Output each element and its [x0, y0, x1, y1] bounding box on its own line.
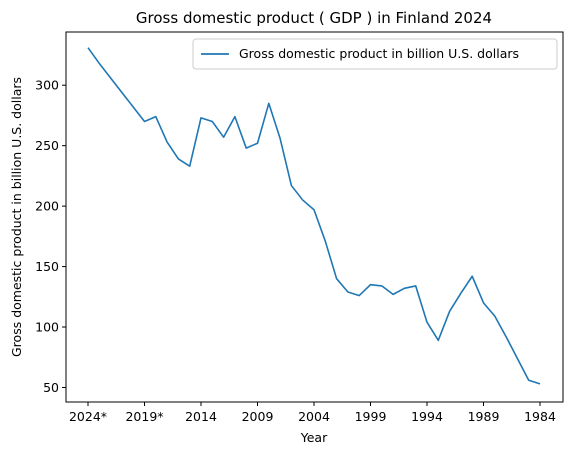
data-point — [381, 285, 383, 287]
x-tick-label: 2019* — [125, 409, 163, 424]
series-line — [88, 48, 540, 384]
data-point — [144, 121, 146, 123]
y-tick-label: 100 — [35, 320, 59, 335]
y-axis-label: Gross domestic product in billion U.S. d… — [9, 77, 24, 357]
data-point — [257, 142, 259, 144]
data-point — [460, 292, 462, 294]
y-tick-label: 300 — [35, 78, 59, 93]
y-tick-label: 200 — [35, 199, 59, 214]
x-tick-label: 2004 — [298, 409, 330, 424]
data-point — [268, 103, 270, 105]
x-tick-label: 1999 — [355, 409, 387, 424]
y-tick-label: 150 — [35, 259, 59, 274]
x-axis-label: Year — [300, 430, 328, 445]
data-point — [370, 284, 372, 286]
data-point — [347, 291, 349, 293]
x-tick-label: 1989 — [468, 409, 500, 424]
data-point — [99, 63, 101, 65]
legend: Gross domestic product in billion U.S. d… — [193, 39, 557, 69]
data-point — [415, 285, 417, 287]
data-point — [234, 116, 236, 118]
data-point — [336, 278, 338, 280]
data-point — [438, 340, 440, 342]
data-point — [212, 121, 214, 123]
x-tick-label: 2024* — [69, 409, 107, 424]
data-point — [223, 136, 225, 138]
data-point — [494, 315, 496, 317]
chart-title: Gross domestic product ( GDP ) in Finlan… — [136, 9, 492, 27]
data-point — [528, 379, 530, 381]
data-point — [539, 383, 541, 385]
y-tick-label: 50 — [43, 380, 59, 395]
data-point — [87, 47, 89, 49]
data-point — [121, 92, 123, 94]
data-point — [200, 117, 202, 119]
legend-label: Gross domestic product in billion U.S. d… — [239, 46, 519, 61]
data-point — [517, 358, 519, 360]
data-point — [358, 295, 360, 297]
data-point — [483, 302, 485, 304]
x-tick-label: 2009 — [242, 409, 274, 424]
data-point — [325, 240, 327, 242]
x-tick-label: 2014 — [185, 409, 217, 424]
data-point — [505, 336, 507, 338]
plot-area — [66, 32, 563, 402]
x-axis: 2024* 2019* 2014 2009 2004 1999 1994 1989 1984 — [69, 402, 556, 424]
data-point — [449, 311, 451, 313]
data-point — [132, 106, 134, 108]
data-point — [178, 158, 180, 160]
x-tick-label: 1994 — [411, 409, 443, 424]
data-point — [245, 147, 247, 149]
data-point — [291, 185, 293, 187]
data-point — [155, 116, 157, 118]
series-layer — [87, 47, 541, 385]
data-point — [302, 199, 304, 201]
data-point — [313, 209, 315, 211]
y-tick-label: 250 — [35, 138, 59, 153]
data-point — [404, 288, 406, 290]
data-point — [392, 294, 394, 296]
y-axis: 50 100 150 200 250 300 — [35, 78, 66, 395]
x-tick-label: 1984 — [524, 409, 556, 424]
data-point — [110, 77, 112, 79]
data-point — [471, 275, 473, 277]
plot-frame — [66, 32, 563, 402]
data-point — [426, 321, 428, 323]
data-point — [279, 138, 281, 140]
data-point — [166, 141, 168, 143]
data-point — [189, 165, 191, 167]
